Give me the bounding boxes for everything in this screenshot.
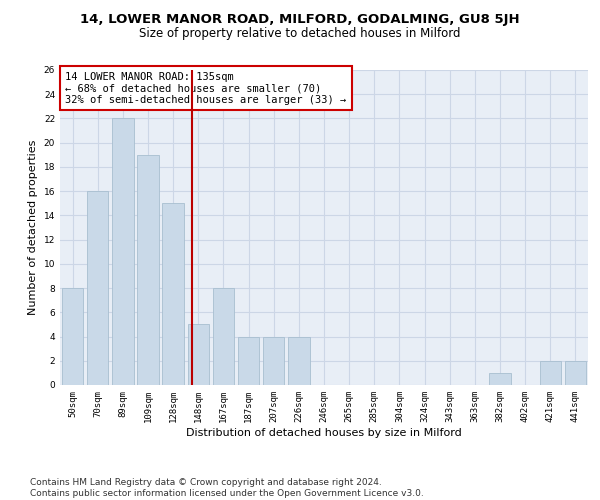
Bar (288, 336, 310, 385)
Bar (565, 361, 586, 385)
Bar (87, 191, 109, 385)
Bar (163, 204, 184, 385)
X-axis label: Distribution of detached houses by size in Milford: Distribution of detached houses by size … (186, 428, 462, 438)
Text: Contains HM Land Registry data © Crown copyright and database right 2024.
Contai: Contains HM Land Registry data © Crown c… (30, 478, 424, 498)
Y-axis label: Number of detached properties: Number of detached properties (28, 140, 38, 315)
Bar (137, 155, 158, 385)
Bar (263, 336, 284, 385)
Bar (238, 336, 259, 385)
Bar (62, 288, 83, 385)
Text: Size of property relative to detached houses in Milford: Size of property relative to detached ho… (139, 28, 461, 40)
Bar (213, 288, 234, 385)
Bar (112, 118, 134, 385)
Bar (188, 324, 209, 385)
Text: 14 LOWER MANOR ROAD: 135sqm
← 68% of detached houses are smaller (70)
32% of sem: 14 LOWER MANOR ROAD: 135sqm ← 68% of det… (65, 72, 347, 105)
Bar (539, 361, 561, 385)
Text: 14, LOWER MANOR ROAD, MILFORD, GODALMING, GU8 5JH: 14, LOWER MANOR ROAD, MILFORD, GODALMING… (80, 12, 520, 26)
Bar (490, 373, 511, 385)
